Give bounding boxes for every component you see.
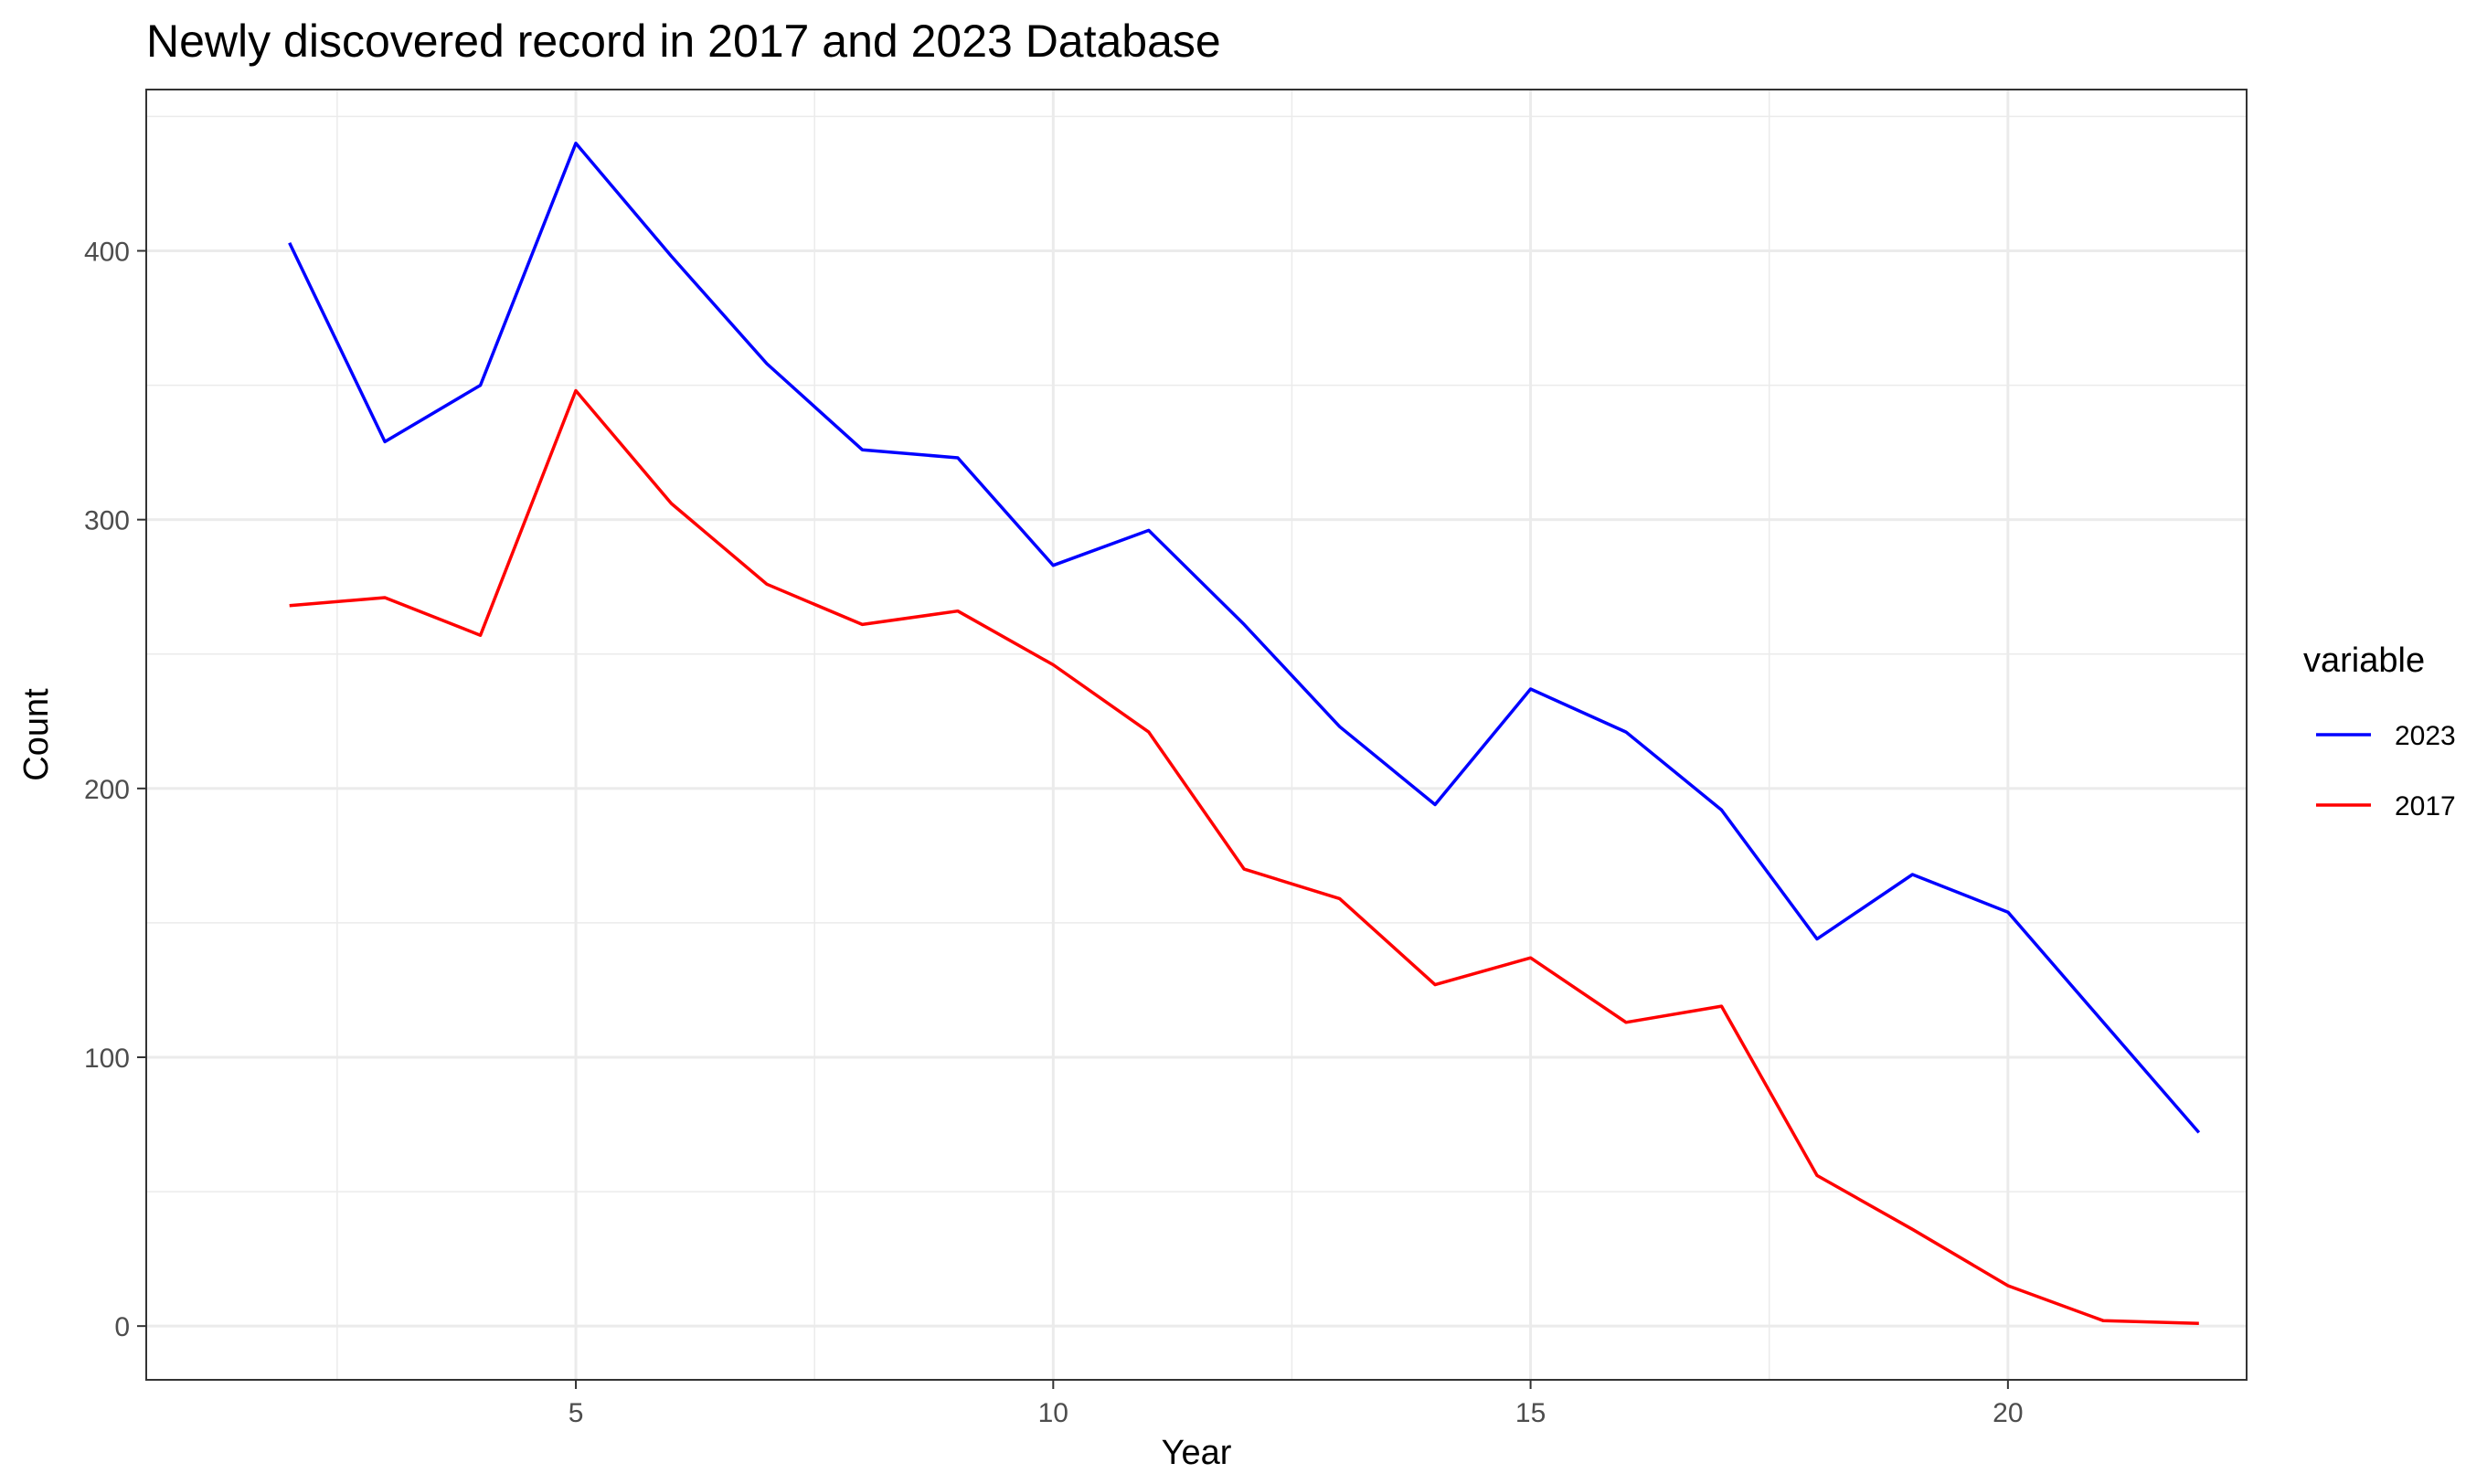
series-line-2017 [289,388,2199,1325]
x-tick-label: 10 [1038,1398,1068,1428]
series-layer [288,142,2201,1325]
legend: variable 2023 2017 [2303,641,2456,822]
legend-label-2023: 2023 [2395,721,2456,751]
y-tick-label: 300 [84,506,130,536]
minor-gridlines [146,90,2247,1380]
legend-title: variable [2303,641,2425,680]
chart-title: Newly discovered record in 2017 and 2023… [146,16,1221,67]
y-tick-label: 200 [84,775,130,805]
x-tick-label: 5 [569,1398,584,1428]
x-axis-title: Year [1162,1434,1232,1472]
y-axis-title: Count [17,688,56,781]
legend-label-2017: 2017 [2395,791,2456,822]
x-tick-label: 15 [1515,1398,1546,1428]
y-tick-label: 0 [114,1312,130,1342]
y-tick-label: 100 [84,1044,130,1074]
major-gridlines [146,90,2247,1380]
plot-panel-border [145,89,2248,1381]
series-line-2023 [288,142,2201,1134]
y-tick-label: 400 [84,238,130,268]
x-tick-label: 20 [1993,1398,2023,1428]
